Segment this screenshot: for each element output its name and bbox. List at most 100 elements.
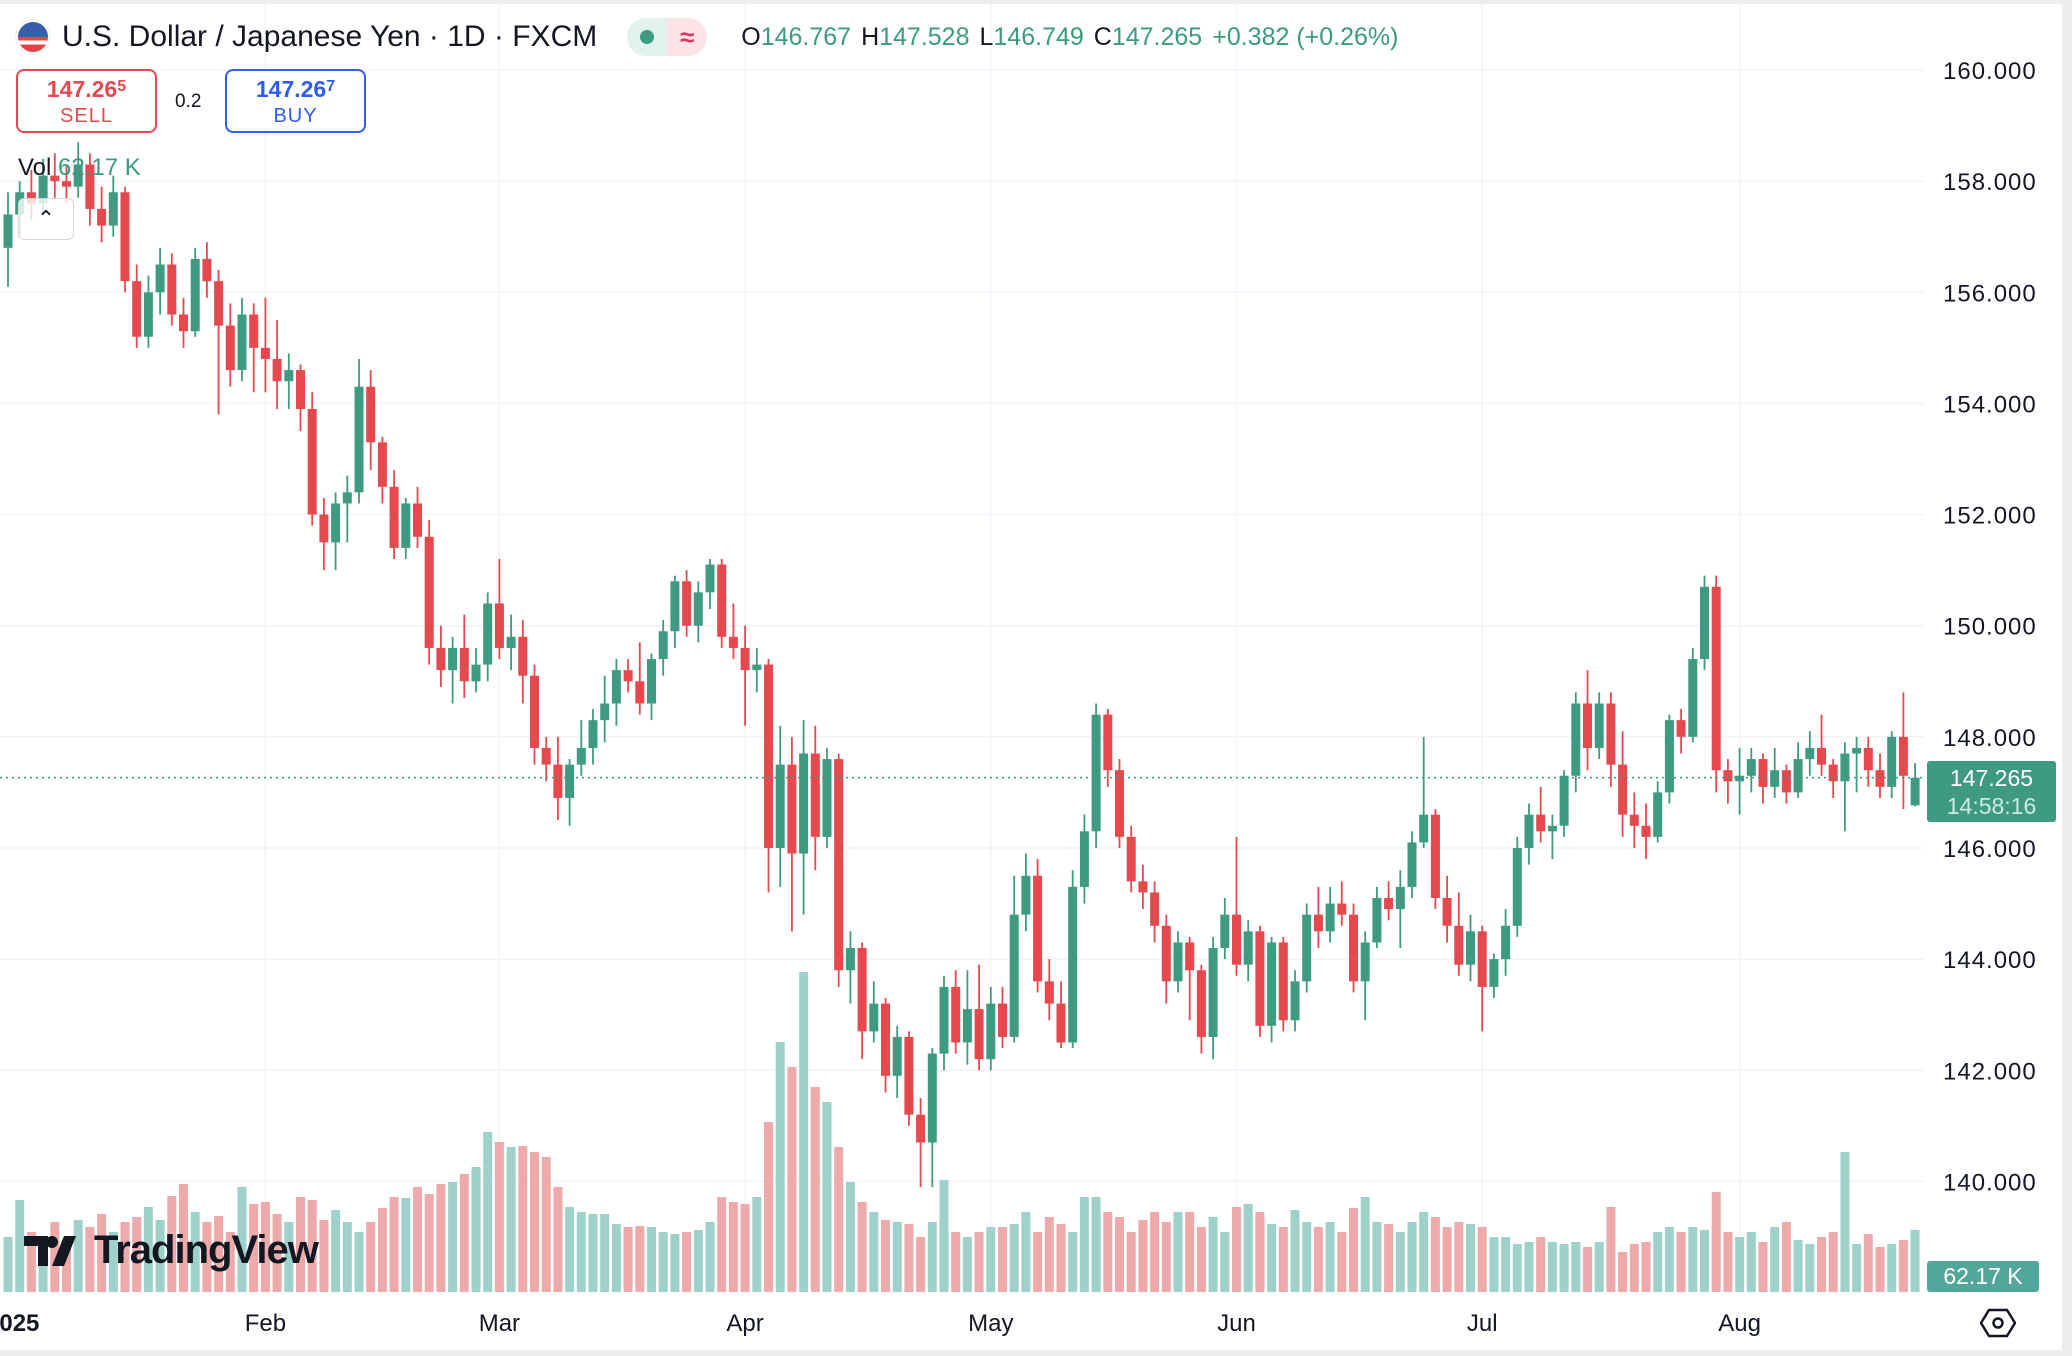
candle-body (1688, 659, 1698, 737)
candle-body (202, 258, 212, 282)
candle-body (1828, 764, 1838, 782)
volume-bar (342, 1222, 352, 1292)
candle-body (705, 564, 715, 593)
candle-body (939, 986, 949, 1054)
candle-body (1547, 825, 1557, 832)
volume-bar (1840, 1152, 1850, 1292)
volume-bar (658, 1232, 668, 1292)
volume-bar (202, 1222, 212, 1292)
market-status[interactable]: ≈ (627, 18, 708, 56)
candle-body (1103, 714, 1113, 771)
change-value: +0.382 (+0.26%) (1212, 22, 1399, 51)
candle-body (249, 314, 259, 348)
volume-bar (1501, 1237, 1511, 1292)
volume-bar (448, 1182, 458, 1292)
symbol-title[interactable]: U.S. Dollar / Japanese Yen · 1D · FXCM (62, 20, 598, 53)
time-axis[interactable]: 2025 Feb Mar Apr May Jun Jul Aug (0, 1310, 1761, 1337)
volume-bar (120, 1222, 130, 1292)
price-axis[interactable]: 140.000 142.000 144.000 146.000 148.000 150.0… (1943, 58, 2037, 1196)
volume-bar (366, 1222, 376, 1292)
candle-body (1758, 759, 1768, 787)
price-tick-label: 148.000 (1943, 725, 2037, 752)
volume-bar (1313, 1227, 1323, 1292)
volume-bar (1629, 1244, 1639, 1292)
volume-bar (1044, 1217, 1054, 1292)
candle-body (1594, 703, 1604, 748)
volume-bar (1126, 1232, 1136, 1292)
candle-body (1559, 775, 1569, 826)
candle-body (1232, 914, 1241, 965)
volume-bar (1278, 1227, 1288, 1292)
volume-bar (530, 1152, 539, 1292)
candle-body (38, 175, 48, 204)
candle-body (366, 386, 376, 443)
candle-body (1618, 764, 1628, 815)
price-tick-label: 140.000 (1943, 1169, 2037, 1196)
volume-bar (822, 1102, 832, 1292)
candle-body (834, 759, 844, 971)
candle-body (974, 1009, 984, 1060)
sell-button[interactable]: 147.265 SELL (16, 69, 157, 133)
market-open-dot-icon[interactable] (627, 18, 668, 56)
volume-bar (1664, 1227, 1674, 1292)
candle-body (658, 631, 668, 660)
price-tick-label: 144.000 (1943, 947, 2037, 974)
candle-body (635, 681, 645, 704)
volume-bar (869, 1212, 879, 1292)
volume-bar (1676, 1232, 1686, 1292)
volume-bar (3, 1237, 13, 1292)
volume-bar (717, 1197, 727, 1292)
chart-header: U.S. Dollar / Japanese Yen · 1D · FXCM ≈… (16, 14, 1398, 60)
time-tick-label: Aug (1718, 1310, 1761, 1337)
candle-body (284, 370, 294, 382)
sell-price: 147.26 (46, 76, 118, 102)
price-tick-label: 150.000 (1943, 614, 2037, 641)
candle-body (132, 281, 142, 337)
volume-bar (38, 1244, 48, 1292)
delayed-data-icon[interactable]: ≈ (667, 18, 708, 56)
volume-legend-value: 62.17 K (58, 154, 141, 181)
candle-body (1536, 814, 1546, 832)
volume-bar (998, 1227, 1007, 1292)
candle-body (775, 764, 785, 848)
candle-body (1150, 892, 1160, 926)
time-tick-label: May (968, 1310, 1013, 1337)
candle-body (1407, 842, 1417, 887)
volume-legend[interactable]: Vol 62.17 K (18, 154, 141, 182)
tradingview-logo[interactable]: TradingView (24, 1228, 319, 1273)
candle-body (506, 636, 516, 648)
candle-body (377, 442, 387, 487)
volume-bars (3, 972, 1920, 1292)
volume-bar (1021, 1212, 1031, 1292)
volume-bar (1512, 1244, 1522, 1292)
candle-body (167, 264, 177, 315)
right-border (2062, 0, 2072, 1356)
candle-body (1208, 948, 1218, 1037)
candle-body (927, 1053, 937, 1143)
buy-button[interactable]: 147.267 BUY (225, 69, 366, 133)
candle-body (623, 670, 633, 682)
volume-bar (143, 1207, 153, 1292)
collapse-legend-button[interactable]: ⌃ (18, 198, 74, 240)
chart-settings-icon[interactable] (1980, 1308, 2016, 1338)
volume-bar (1571, 1242, 1581, 1292)
candle-body (237, 314, 247, 371)
volume-bar (611, 1224, 621, 1292)
candle-body (1079, 831, 1089, 887)
candle-body (1033, 875, 1043, 982)
volume-bar (1770, 1227, 1780, 1292)
volume-bar (1863, 1234, 1873, 1292)
candle-body (1384, 897, 1394, 910)
volume-bar (272, 1214, 282, 1292)
candle-body (717, 564, 727, 637)
candle-body (436, 647, 446, 671)
volume-bar (951, 1232, 961, 1292)
time-tick-label: Feb (245, 1310, 286, 1337)
candle-body (1852, 747, 1862, 754)
candle-body (296, 370, 305, 409)
candle-body (225, 325, 235, 371)
candle-body (845, 948, 855, 971)
volume-bar (1583, 1247, 1592, 1292)
candle-body (155, 264, 165, 293)
